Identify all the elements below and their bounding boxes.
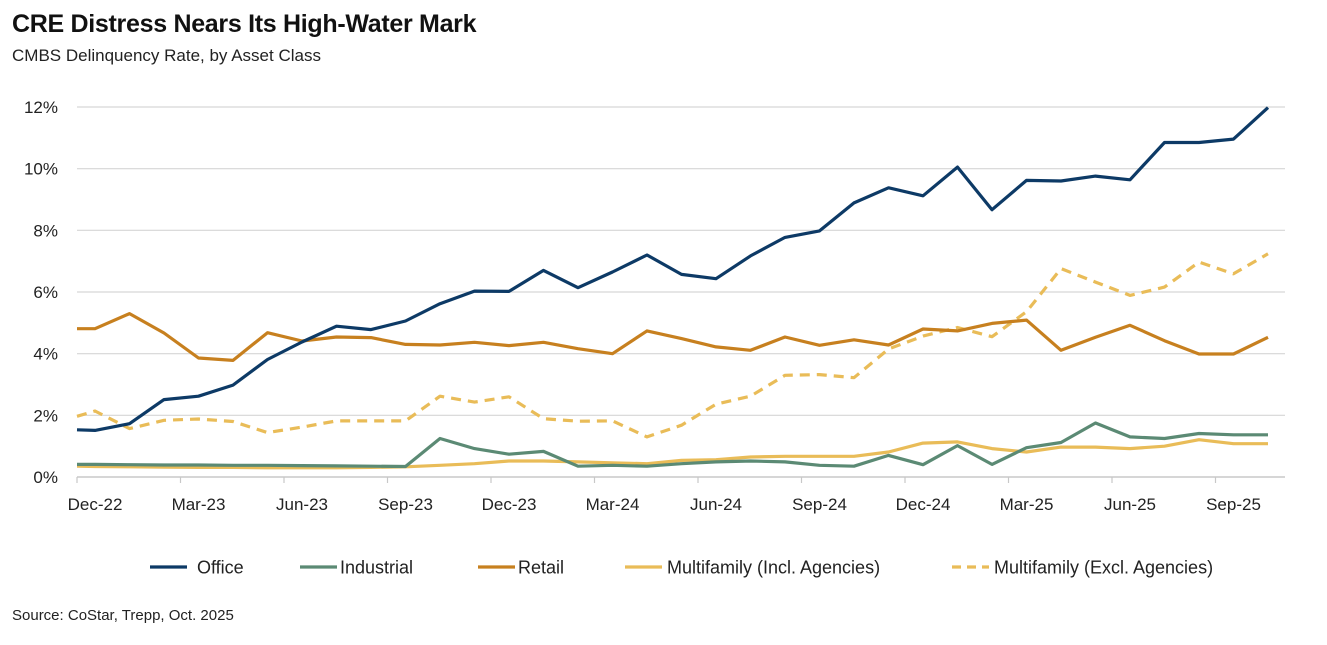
x-tick-label: Sep-23 — [378, 495, 433, 514]
legend: Office Industrial Retail Multifamily (Incl.… — [150, 558, 1213, 578]
y-axis-ticks: 0% 2% 4% 6% 8% 10% 12% — [24, 98, 58, 487]
y-tick-label: 4% — [33, 345, 58, 364]
chart-subtitle: CMBS Delinquency Rate, by Asset Class — [12, 46, 321, 65]
series-line-multifamily-excl-agencies — [76, 252, 1269, 439]
x-tick-label: Jun-23 — [276, 495, 328, 514]
x-tick-label: Sep-24 — [792, 495, 847, 514]
series-line-industrial — [77, 421, 1268, 469]
source-note: Source: CoStar, Trepp, Oct. 2025 — [12, 607, 234, 624]
x-tick-label: Sep-25 — [1206, 495, 1261, 514]
series-lines — [76, 106, 1270, 470]
x-tick-label: Mar-24 — [586, 495, 640, 514]
x-tick-label: Dec-23 — [482, 495, 537, 514]
y-tick-label: 0% — [33, 468, 58, 487]
x-tick-label: Mar-25 — [1000, 495, 1054, 514]
x-tick-label: Jun-25 — [1104, 495, 1156, 514]
gridlines — [77, 106, 1285, 416]
y-tick-label: 10% — [24, 160, 58, 179]
x-tick-label: Mar-23 — [172, 495, 226, 514]
y-tick-label: 2% — [33, 406, 58, 425]
y-tick-label: 8% — [33, 221, 58, 240]
legend-label: Retail — [518, 558, 564, 578]
legend-label: Office — [197, 558, 244, 578]
series-line-retail — [77, 312, 1269, 362]
chart-title: CRE Distress Nears Its High-Water Mark — [12, 10, 477, 38]
legend-label: Multifamily (Excl. Agencies) — [994, 558, 1213, 578]
legend-label: Industrial — [340, 558, 413, 578]
x-tick-label: Dec-22 — [68, 495, 123, 514]
x-tick-label: Jun-24 — [690, 495, 742, 514]
x-tick-label: Dec-24 — [896, 495, 951, 514]
series-line-multifamily-incl-agencies — [76, 438, 1268, 470]
x-axis: Dec-22 Mar-23 Jun-23 Sep-23 Dec-23 Mar-24 Jun-… — [68, 476, 1285, 514]
y-tick-label: 6% — [33, 283, 58, 302]
legend-label: Multifamily (Incl. Agencies) — [667, 558, 880, 578]
series-line-office — [76, 106, 1270, 432]
y-tick-label: 12% — [24, 98, 58, 117]
